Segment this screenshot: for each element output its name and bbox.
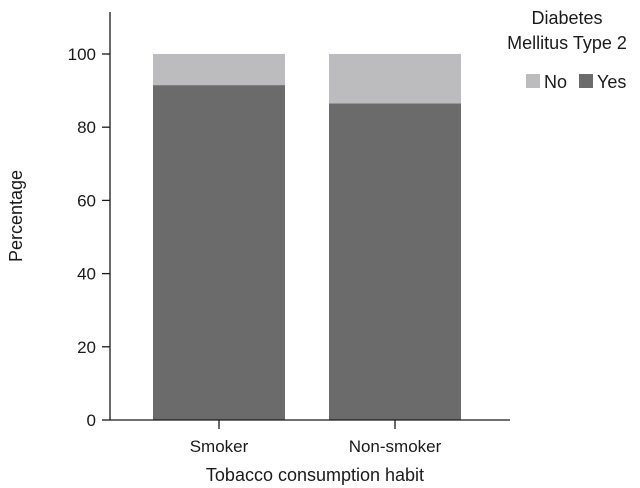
- x-tick-label-smoker: Smoker: [190, 437, 249, 456]
- legend-swatch-no: [526, 74, 540, 88]
- legend-label-no: No: [544, 72, 567, 92]
- bar-non-smoker-yes: [329, 103, 461, 420]
- y-tick-label-0: 0: [87, 411, 96, 430]
- legend-swatch-yes: [579, 74, 593, 88]
- x-axis-title: Tobacco consumption habit: [206, 465, 424, 485]
- y-tick-label-100: 100: [68, 45, 96, 64]
- legend-label-yes: Yes: [597, 72, 626, 92]
- y-tick-label-60: 60: [77, 191, 96, 210]
- bar-smoker-no: [153, 54, 285, 86]
- y-ticks: 0 20 40 60 80 100: [68, 45, 110, 430]
- y-tick-label-40: 40: [77, 265, 96, 284]
- y-axis-title: Percentage: [6, 170, 26, 262]
- legend-title-line-1: Diabetes: [531, 8, 602, 28]
- y-tick-label-20: 20: [77, 338, 96, 357]
- bar-non-smoker-no: [329, 54, 461, 104]
- legend-title-line-2: Mellitus Type 2: [507, 33, 627, 53]
- bar-smoker-yes: [153, 85, 285, 421]
- plot-bars: [153, 54, 461, 421]
- x-tick-label-non-smoker: Non-smoker: [349, 437, 442, 456]
- x-ticks: Smoker Non-smoker: [190, 420, 442, 456]
- legend: Diabetes Mellitus Type 2 No Yes: [507, 8, 627, 92]
- y-tick-label-80: 80: [77, 118, 96, 137]
